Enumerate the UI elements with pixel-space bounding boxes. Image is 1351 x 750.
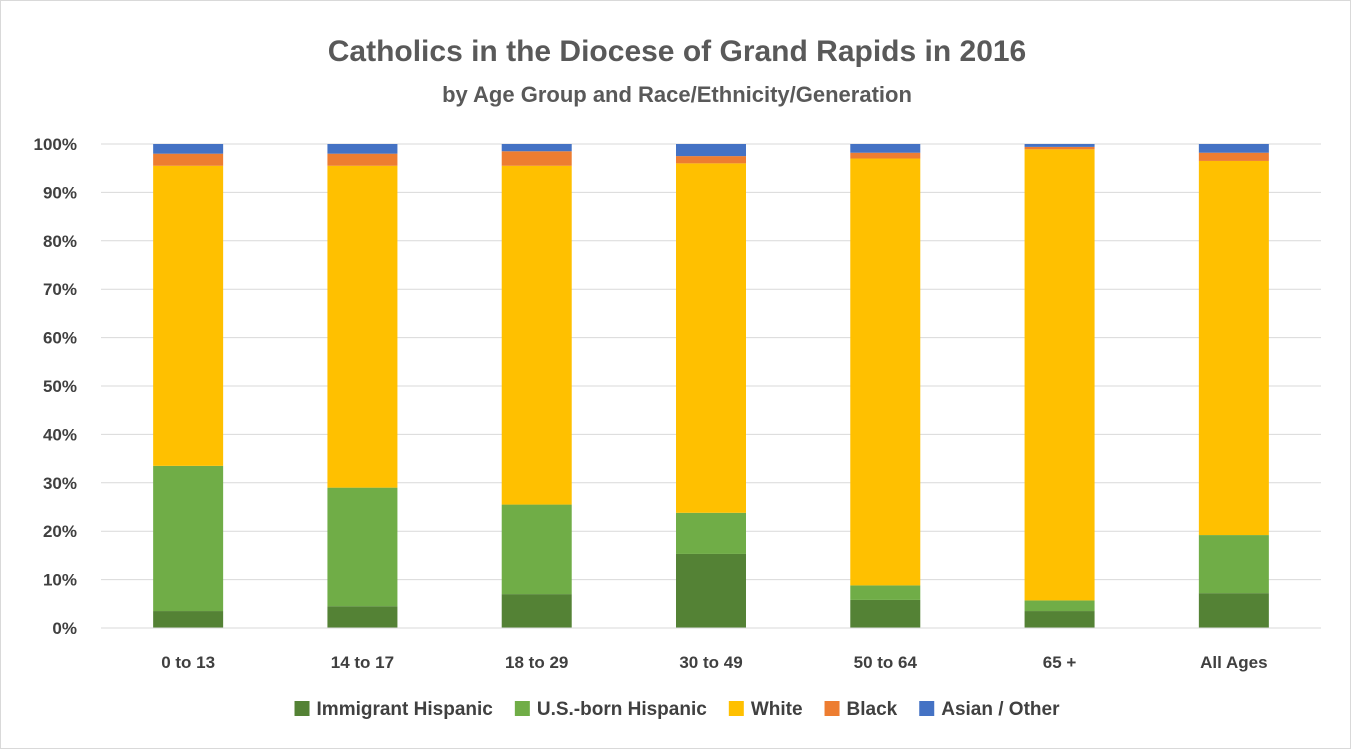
bar-segment <box>327 165 398 488</box>
y-tick-label: 40% <box>43 425 77 444</box>
y-tick-label: 20% <box>43 522 77 541</box>
bar-segment <box>501 151 572 166</box>
y-tick-label: 0% <box>52 619 77 638</box>
x-tick-label: All Ages <box>1200 653 1267 672</box>
bar-segment <box>1024 146 1095 150</box>
bar-segment <box>1024 144 1095 147</box>
bar-segment <box>676 163 746 513</box>
legend-label: Asian / Other <box>941 699 1060 720</box>
x-tick-label: 65 + <box>1043 653 1077 672</box>
y-axis: 0% 10% 20% 30% 40% 50% 60% 70% 80% 90% 100% <box>34 135 77 638</box>
y-tick-label: 10% <box>43 571 77 590</box>
bar-segment <box>327 606 398 628</box>
y-tick-label: 100% <box>34 135 77 154</box>
x-axis: 0 to 13 14 to 17 18 to 29 30 to 49 50 to 64 6… <box>101 627 1321 672</box>
bar-segment <box>676 512 746 554</box>
legend-swatch <box>824 701 840 716</box>
bar-segment <box>850 152 921 159</box>
y-tick-label: 30% <box>43 474 77 493</box>
bar-segment <box>676 553 746 628</box>
y-tick-label: 60% <box>43 329 77 348</box>
legend-label: U.S.-born Hispanic <box>537 699 707 720</box>
legend: Immigrant Hispanic U.S.-born Hispanic Whit… <box>294 699 1060 720</box>
bar-segment <box>1198 152 1269 161</box>
bar-segment <box>153 611 224 628</box>
x-tick-label: 50 to 64 <box>854 653 918 672</box>
bar-segment <box>1198 144 1269 153</box>
y-tick-label: 70% <box>43 280 77 299</box>
bar-segment <box>850 599 921 628</box>
bar-segment <box>850 585 921 600</box>
x-tick-label: 0 to 13 <box>161 653 215 672</box>
y-tick-label: 80% <box>43 232 77 251</box>
y-tick-label: 90% <box>43 183 77 202</box>
legend-label: Immigrant Hispanic <box>317 699 494 720</box>
legend-item: U.S.-born Hispanic <box>514 699 707 720</box>
bar-segment <box>1024 611 1095 628</box>
bar-segment <box>153 165 224 466</box>
bar-segment <box>1024 149 1095 601</box>
bar-segment <box>501 165 572 505</box>
bar-segment <box>327 144 398 154</box>
legend-item: Asian / Other <box>919 699 1060 720</box>
legend-swatch <box>294 701 310 716</box>
bar-segment <box>327 153 398 166</box>
x-tick-label: 30 to 49 <box>679 653 742 672</box>
bar-segment <box>1198 535 1269 594</box>
x-tick-label: 14 to 17 <box>331 653 394 672</box>
bars <box>153 144 1269 628</box>
bar-segment <box>153 153 224 166</box>
legend-swatch <box>919 701 935 716</box>
x-tick-label: 18 to 29 <box>505 653 568 672</box>
bar-segment <box>850 158 921 586</box>
bar-segment <box>501 594 572 628</box>
y-tick-label: 50% <box>43 377 77 396</box>
legend-item: Black <box>824 699 898 720</box>
bar-segment <box>1198 593 1269 628</box>
bar-segment <box>676 156 746 164</box>
bar-segment <box>501 144 572 152</box>
bar-segment <box>676 144 746 157</box>
bar-segment <box>153 465 224 612</box>
bar-segment <box>153 144 224 154</box>
legend-swatch <box>728 701 744 716</box>
chart-subtitle: by Age Group and Race/Ethnicity/Generati… <box>442 82 912 107</box>
bar-segment <box>1198 160 1269 536</box>
bar-segment <box>327 487 398 607</box>
bar-segment <box>1024 600 1095 612</box>
legend-label: Black <box>847 699 898 720</box>
legend-item: White <box>728 699 803 720</box>
legend-item: Immigrant Hispanic <box>294 699 494 720</box>
bar-segment <box>501 504 572 595</box>
legend-label: White <box>751 699 803 720</box>
chart-title: Catholics in the Diocese of Grand Rapids… <box>328 35 1027 68</box>
bar-segment <box>850 144 921 153</box>
legend-swatch <box>514 701 530 716</box>
